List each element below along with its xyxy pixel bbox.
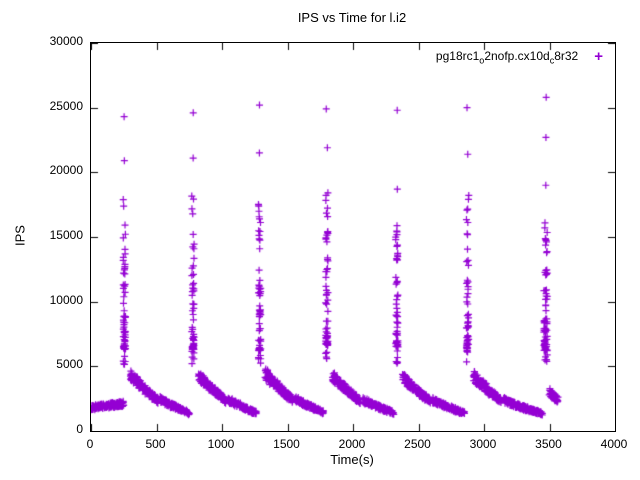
x-tick-label: 1000	[207, 437, 235, 451]
chart-title: IPS vs Time for l.i2	[297, 10, 407, 25]
y-tick-label: 30000	[49, 34, 83, 48]
y-tick-label: 20000	[49, 163, 83, 178]
y-tick-label: 5000	[56, 357, 83, 372]
y-tick-label: 10000	[49, 292, 83, 307]
legend-plus-marker-icon: +	[594, 48, 603, 66]
x-tick-label: 4000	[600, 437, 628, 451]
x-tick-label: 0	[86, 437, 94, 451]
x-tick-label: 3500	[535, 437, 562, 451]
x-tick-label: 500	[145, 437, 166, 451]
y-tick-label: 15000	[49, 228, 83, 242]
x-tick-label: 3000	[469, 437, 497, 451]
points-canvas	[91, 43, 615, 431]
plot-area: pg18rc1o2nofp.cx10dc8r32 +	[90, 42, 616, 432]
legend-label: pg18rc1o2nofp.cx10dc8r32	[435, 49, 579, 66]
y-tick-label: 25000	[49, 98, 83, 113]
y-tick-label: 0	[76, 422, 83, 436]
x-tick-label: 2000	[338, 437, 366, 451]
legend: pg18rc1o2nofp.cx10dc8r32 +	[436, 49, 603, 65]
x-tick-label: 2500	[404, 437, 431, 451]
x-tick-label: 1500	[273, 437, 300, 451]
x-axis-label: Time(s)	[330, 452, 374, 467]
